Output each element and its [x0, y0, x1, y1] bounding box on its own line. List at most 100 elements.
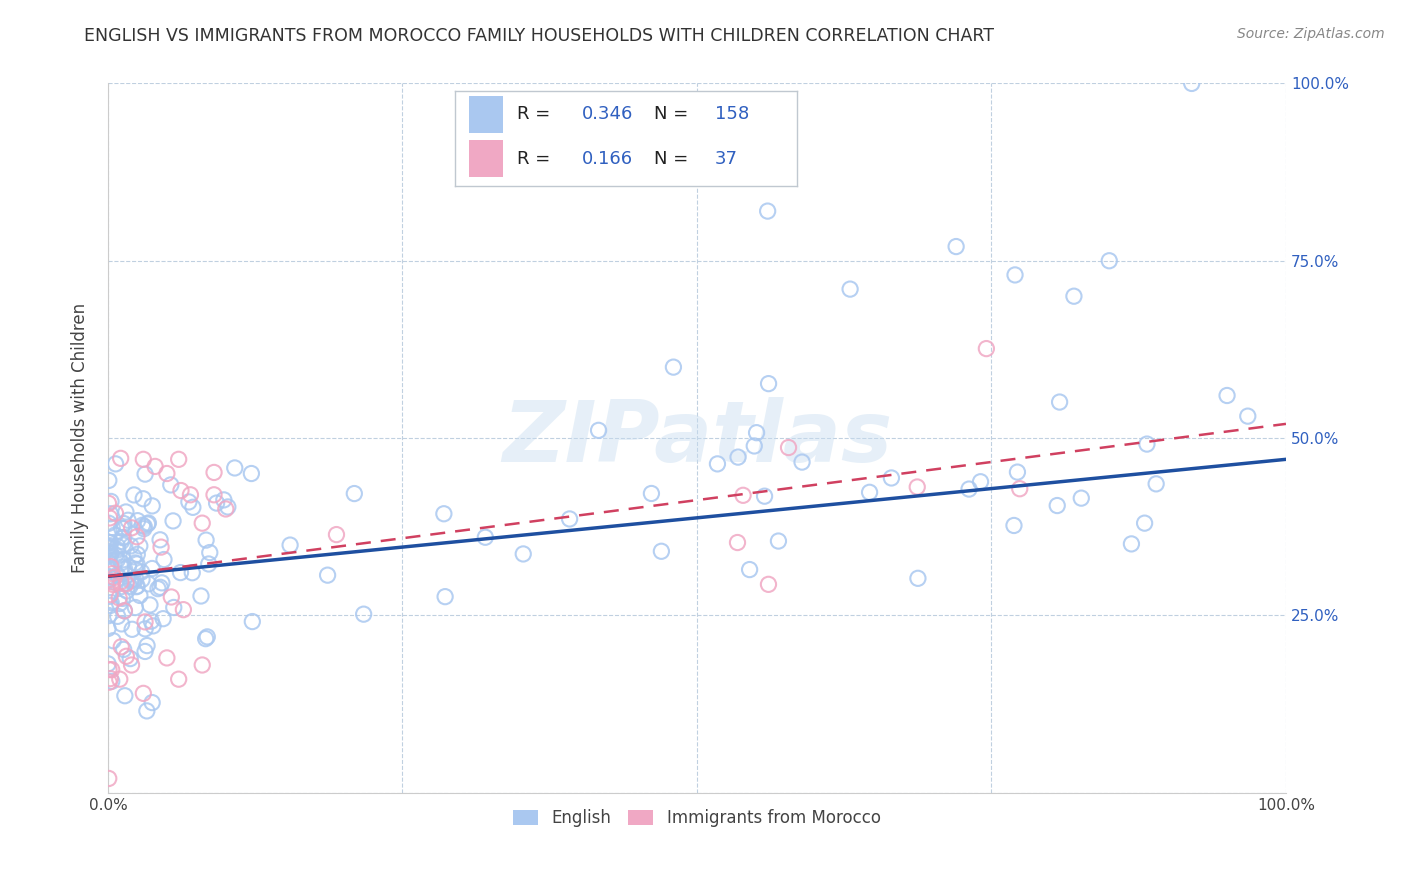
Point	[97, 573, 120, 587]
Point	[100, 494, 122, 508]
Point	[778, 441, 800, 455]
Point	[100, 535, 122, 549]
Point	[149, 533, 172, 547]
Point	[474, 530, 496, 544]
Point	[111, 560, 134, 574]
Point	[957, 482, 980, 496]
Point	[138, 577, 160, 591]
Point	[97, 657, 120, 671]
Point	[195, 630, 218, 644]
Point	[124, 562, 146, 576]
Point	[97, 516, 120, 531]
Point	[156, 467, 179, 481]
Point	[167, 672, 190, 686]
Point	[122, 549, 145, 564]
Point	[131, 565, 153, 579]
Point	[121, 521, 143, 535]
Point	[142, 619, 165, 633]
Point	[640, 486, 662, 500]
Point	[1181, 77, 1204, 91]
Point	[141, 561, 163, 575]
Point	[97, 569, 120, 583]
Point	[212, 492, 235, 507]
Point	[433, 507, 456, 521]
Point	[98, 663, 121, 677]
Point	[167, 452, 190, 467]
Point	[97, 772, 120, 786]
Point	[1046, 499, 1069, 513]
Point	[790, 455, 813, 469]
Point	[132, 686, 155, 700]
Point	[100, 547, 122, 561]
Point	[121, 622, 143, 636]
Point	[134, 519, 156, 533]
Point	[122, 573, 145, 587]
Point	[738, 563, 761, 577]
Text: ENGLISH VS IMMIGRANTS FROM MOROCCO FAMILY HOUSEHOLDS WITH CHILDREN CORRELATION C: ENGLISH VS IMMIGRANTS FROM MOROCCO FAMIL…	[84, 27, 994, 45]
Point	[152, 612, 174, 626]
Text: ZIPatlas: ZIPatlas	[502, 397, 891, 480]
Point	[98, 511, 121, 525]
Point	[149, 580, 172, 594]
Point	[118, 579, 141, 593]
Point	[100, 546, 122, 560]
Point	[97, 622, 120, 636]
Point	[110, 616, 132, 631]
Point	[105, 553, 128, 567]
Point	[217, 500, 239, 514]
Point	[112, 522, 135, 536]
Point	[127, 547, 149, 561]
Point	[107, 609, 129, 624]
Point	[224, 461, 246, 475]
Point	[128, 589, 150, 603]
Point	[138, 516, 160, 530]
Point	[1236, 409, 1258, 424]
Point	[558, 512, 581, 526]
Point	[100, 599, 122, 613]
Point	[745, 425, 768, 440]
Point	[143, 459, 166, 474]
Point	[127, 579, 149, 593]
Point	[150, 575, 173, 590]
Point	[197, 557, 219, 571]
Point	[115, 583, 138, 598]
Point	[100, 672, 122, 686]
Point	[141, 614, 163, 628]
Point	[136, 517, 159, 532]
Point	[114, 689, 136, 703]
Point	[108, 672, 131, 686]
Point	[758, 577, 780, 591]
Y-axis label: Family Households with Children: Family Households with Children	[72, 303, 89, 573]
Point	[588, 423, 610, 437]
Point	[1144, 476, 1167, 491]
Point	[141, 696, 163, 710]
Point	[110, 574, 132, 589]
Point	[101, 520, 124, 534]
Point	[1098, 253, 1121, 268]
Point	[125, 580, 148, 594]
Point	[127, 514, 149, 528]
Point	[316, 568, 339, 582]
Point	[1070, 491, 1092, 505]
Point	[969, 475, 991, 489]
Point	[100, 596, 122, 610]
Point	[768, 534, 790, 549]
Point	[134, 467, 156, 482]
Point	[110, 556, 132, 570]
Point	[141, 499, 163, 513]
Point	[139, 598, 162, 612]
Point	[101, 566, 124, 581]
Point	[110, 451, 132, 466]
Point	[880, 471, 903, 485]
Point	[181, 500, 204, 515]
Point	[170, 483, 193, 498]
Point	[97, 544, 120, 558]
Point	[150, 540, 173, 554]
Point	[202, 488, 225, 502]
Point	[858, 485, 880, 500]
Point	[128, 539, 150, 553]
Point	[905, 480, 928, 494]
Point	[1121, 537, 1143, 551]
Point	[120, 539, 142, 553]
Point	[98, 539, 121, 553]
